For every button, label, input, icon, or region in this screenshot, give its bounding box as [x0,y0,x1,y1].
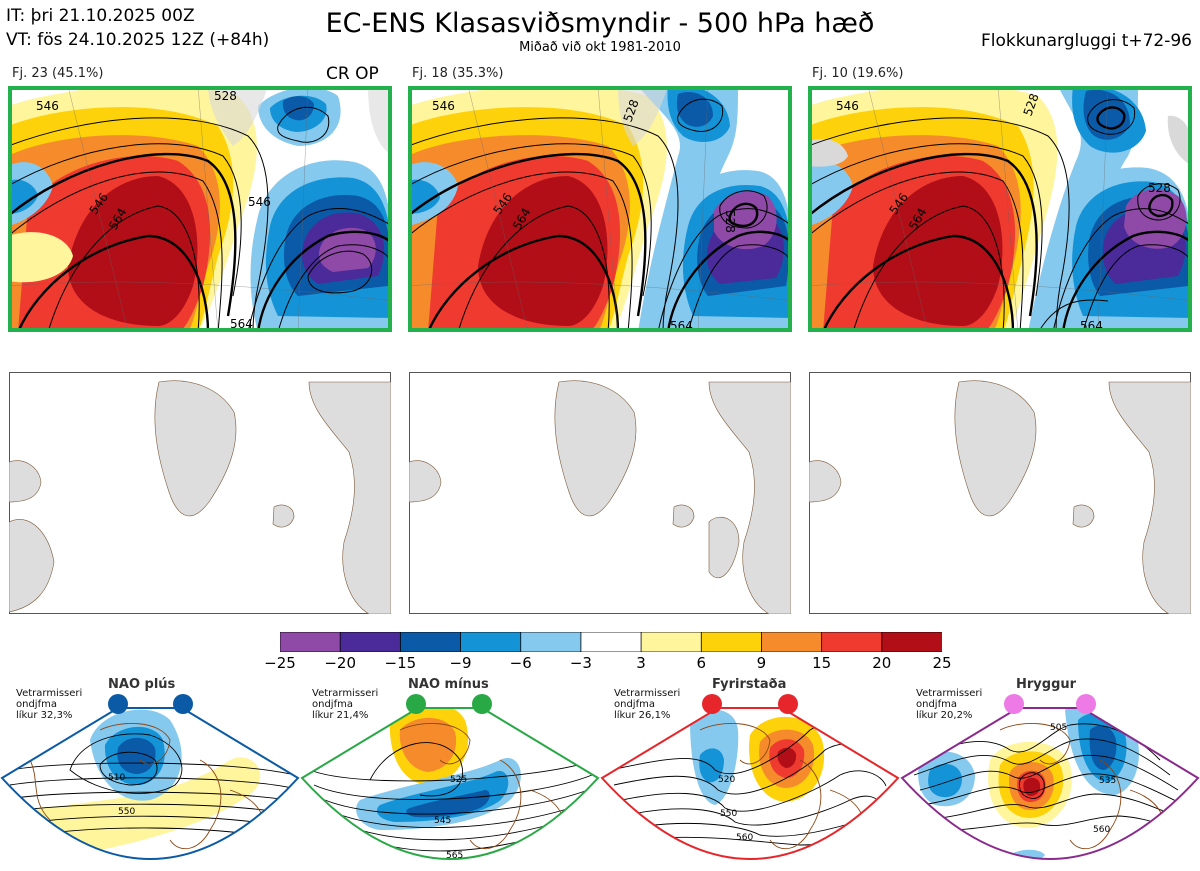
colorbar-tick-label: 9 [756,654,767,672]
regime-4-dot-left [1004,694,1024,714]
cluster-3-base-map [809,372,1191,614]
colorbar-tick-label: −20 [324,654,356,672]
svg-text:550: 550 [118,807,135,817]
colorbar-swatch [761,631,823,653]
cluster-2-label: Fj. 18 (35.3%) [412,66,504,81]
header-times: IT: þri 21.10.2025 00Z VT: fös 24.10.202… [6,4,269,52]
regime-2-dot-left [406,694,426,714]
page-subtitle: Miðað við okt 1981-2010 [519,40,681,55]
init-time: IT: þri 21.10.2025 00Z [6,6,195,26]
regime-4-name: Hryggur [1016,677,1077,692]
regime-2-name: NAO mínus [408,677,489,692]
svg-text:505: 505 [1050,723,1067,733]
colorbar-swatch [279,631,342,653]
svg-text:546: 546 [432,99,455,113]
regime-2-map: 525 545 565 [300,694,600,861]
svg-text:560: 560 [736,833,753,843]
colorbar-tick-label: −6 [509,654,532,672]
window-label: Flokkunargluggi t+72-96 [980,31,1192,51]
regime-4-dot-right [1076,694,1096,714]
regime-1-dot-left [108,694,128,714]
svg-text:520: 520 [718,775,735,785]
colorbar-swatch [700,631,763,653]
regime-3-name: Fyrirstaða [712,677,787,692]
regime-3-dot-right [778,694,798,714]
svg-text:546: 546 [836,99,859,113]
regime-3-map: 520 550 560 [600,694,900,860]
colorbar-tick-label: 15 [812,654,832,672]
colorbar-swatch [821,631,883,653]
svg-text:546: 546 [248,195,271,209]
colorbar-tick-label: −25 [264,654,296,672]
page-title: EC-ENS Klasasviðsmyndir - 500 hPa hæð [325,8,875,39]
colorbar-tick-label: 20 [872,654,892,672]
colorbar-tick-label: −9 [449,654,472,672]
cluster-1-anomaly-map: 546 546 564 564 528 546 [8,86,392,332]
regime-1-dot-right [173,694,193,714]
svg-text:535: 535 [1099,776,1116,786]
cluster-3-anomaly-map: 546 546 564 564 528 528 [808,86,1192,332]
regime-3-prob: Vetrarmisseri ondjfma líkur 26,1% [614,688,681,721]
cluster-1-label: Fj. 23 (45.1%) [12,66,104,81]
colorbar-tick-label: −15 [384,654,417,672]
colorbar-swatch [399,631,462,653]
cluster-3-label: Fj. 10 (19.6%) [812,66,904,81]
colorbar-swatch [339,631,402,653]
colorbar-swatch [580,631,642,653]
regime-2-dot-right [472,694,492,714]
colorbar-tick-label: −3 [569,654,592,672]
colorbar-swatches [279,631,943,653]
colorbar-tick-label: 25 [932,654,952,672]
colorbar-swatch [640,631,703,653]
regime-1-map: 510 550 [0,694,300,860]
svg-text:528: 528 [723,210,737,233]
svg-text:546: 546 [36,99,59,113]
svg-text:510: 510 [108,773,125,783]
colorbar-swatch [520,631,582,653]
svg-text:564: 564 [230,317,253,331]
cluster-1-base-map [9,372,391,614]
regime-2-prob: Vetrarmisseri ondjfma líkur 21,4% [312,688,379,721]
svg-text:550: 550 [720,809,737,819]
colorbar-swatch [881,631,943,653]
colorbar-swatch [460,631,522,653]
svg-text:525: 525 [450,775,467,785]
regime-4-prob: Vetrarmisseri ondjfma líkur 20,2% [916,688,983,721]
regime-3-dot-left [702,694,722,714]
anomaly-colorbar [279,631,943,653]
regime-1-prob: Vetrarmisseri ondjfma líkur 32,3% [16,688,83,721]
svg-text:560: 560 [1093,825,1110,835]
svg-text:528: 528 [1148,181,1171,195]
colorbar-tick-label: 3 [636,654,646,672]
svg-text:528: 528 [214,89,237,103]
colorbar-tick-label: 6 [696,654,707,672]
colorbar-ticks: −25 −20 −15 −9 −6 −3 3 6 9 15 20 25 [264,654,951,674]
cluster-1-tag: CR OP [326,64,379,84]
cluster-2-base-map [409,372,791,614]
svg-text:565: 565 [446,851,463,861]
regime-4-map: 505 535 560 [900,694,1200,860]
cluster-2-anomaly-map: 546 546 564 564 528 528 [408,86,792,332]
regime-1-name: NAO plús [108,677,176,692]
svg-text:545: 545 [434,816,451,826]
valid-time: VT: fös 24.10.2025 12Z (+84h) [6,30,270,50]
